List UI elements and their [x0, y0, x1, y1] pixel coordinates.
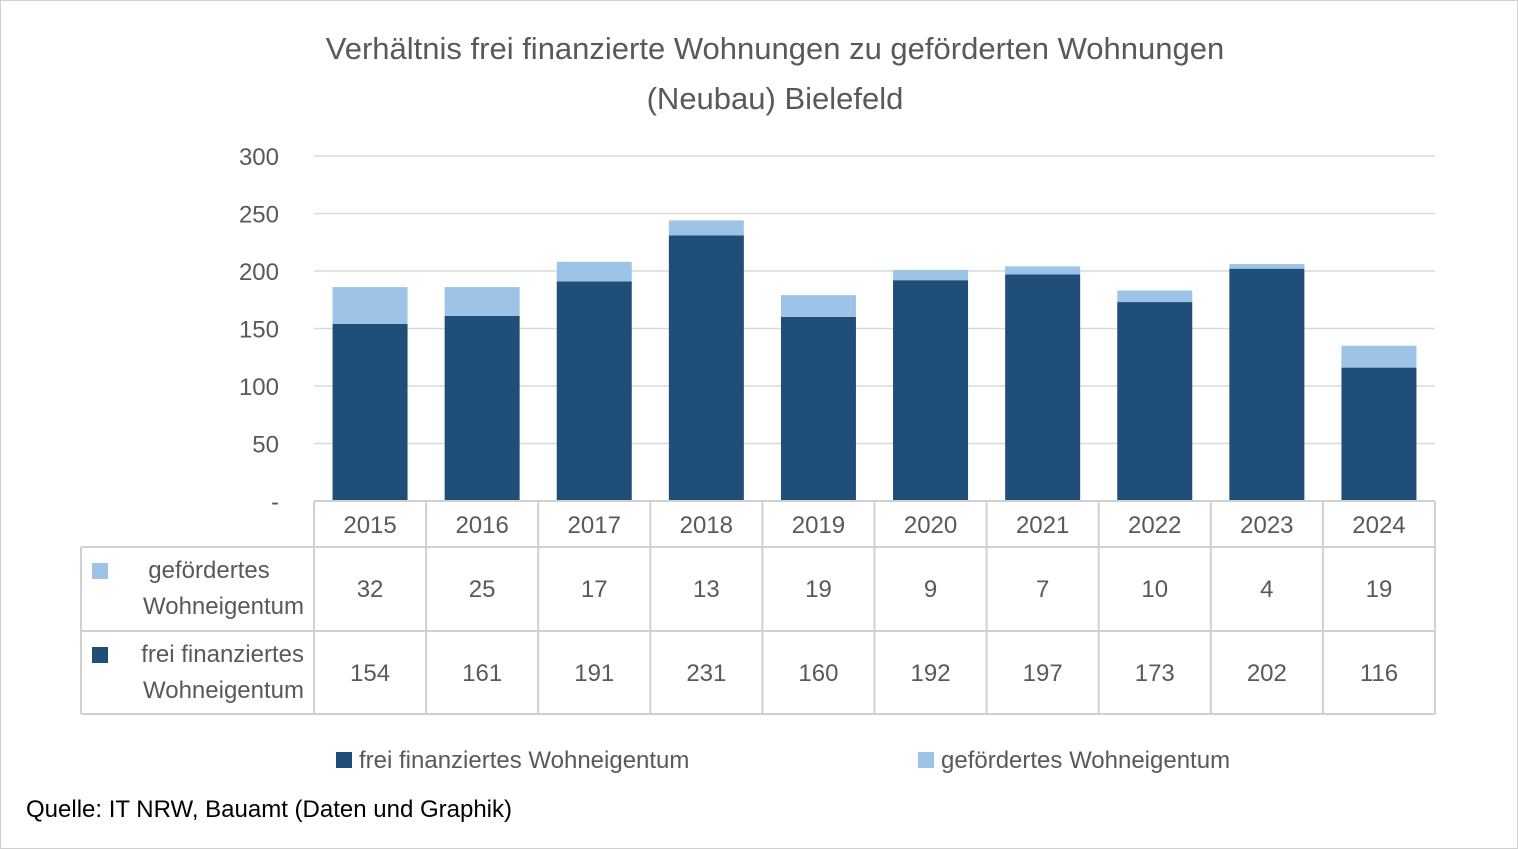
- legend-label: gefördertes Wohneigentum: [941, 747, 1230, 774]
- table-cell-value: 13: [693, 576, 720, 603]
- bar-gefoerdert-2021: [1005, 266, 1081, 275]
- bar-gefoerdert-2017: [556, 261, 632, 282]
- bar-gefoerdert-2016: [444, 287, 520, 316]
- table-cell-value: 32: [357, 576, 384, 603]
- table-cell-value: 25: [469, 576, 496, 603]
- y-tick-label: 250: [239, 202, 279, 229]
- table-cell-value: 7: [1036, 576, 1049, 603]
- source-note: Quelle: IT NRW, Bauamt (Daten und Graphi…: [26, 796, 512, 823]
- table-row-label: Wohneigentum: [143, 593, 304, 620]
- x-tick-label: 2021: [1016, 512, 1069, 539]
- bar-frei-finanziert-2015: [332, 323, 408, 501]
- table-cell-value: 9: [924, 576, 937, 603]
- y-tick-label: 150: [239, 317, 279, 344]
- bar-gefoerdert-2023: [1229, 264, 1305, 269]
- chart-title: (Neubau) Bielefeld: [647, 81, 904, 116]
- y-tick-label: -: [271, 489, 279, 516]
- table-cell-value: 161: [462, 660, 502, 687]
- table-cell-value: 173: [1135, 660, 1175, 687]
- bar-frei-finanziert-2019: [780, 317, 856, 501]
- y-tick-label: 100: [239, 374, 279, 401]
- bar-frei-finanziert-2018: [668, 235, 744, 501]
- table-cell-value: 191: [574, 660, 614, 687]
- x-tick-label: 2017: [568, 512, 621, 539]
- y-tick-label: 50: [252, 432, 279, 459]
- bar-frei-finanziert-2023: [1229, 268, 1305, 501]
- table-cell-value: 231: [686, 660, 726, 687]
- bar-gefoerdert-2020: [893, 269, 969, 281]
- legend-label: frei finanziertes Wohneigentum: [359, 747, 689, 774]
- bar-frei-finanziert-2016: [444, 315, 520, 501]
- table-cell-value: 19: [805, 576, 832, 603]
- x-tick-label: 2024: [1352, 512, 1405, 539]
- bar-frei-finanziert-2022: [1117, 302, 1193, 501]
- x-tick-label: 2023: [1240, 512, 1293, 539]
- table-cell-value: 17: [581, 576, 608, 603]
- y-tick-label: 200: [239, 259, 279, 286]
- table-cell-value: 192: [911, 660, 951, 687]
- bar-frei-finanziert-2020: [893, 280, 969, 501]
- bar-frei-finanziert-2024: [1341, 367, 1417, 501]
- table-cell-value: 116: [1360, 660, 1398, 687]
- table-row-label: Wohneigentum: [143, 677, 304, 704]
- table-cell-value: 10: [1141, 576, 1168, 603]
- bar-gefoerdert-2015: [332, 287, 408, 324]
- table-row-label: gefördertes: [148, 557, 269, 584]
- table-row-label: frei finanziertes: [141, 641, 304, 668]
- x-tick-label: 2022: [1128, 512, 1181, 539]
- x-tick-label: 2016: [455, 512, 508, 539]
- bar-gefoerdert-2018: [668, 220, 744, 236]
- table-cell-value: 160: [798, 660, 838, 687]
- bar-gefoerdert-2022: [1117, 290, 1193, 303]
- legend-key-frei: [336, 752, 352, 768]
- table-cell-value: 154: [350, 660, 390, 687]
- x-tick-label: 2020: [904, 512, 957, 539]
- chart-title: Verhältnis frei finanzierte Wohnungen zu…: [326, 31, 1224, 66]
- bar-gefoerdert-2024: [1341, 345, 1417, 368]
- table-cell-value: 202: [1247, 660, 1287, 687]
- table-cell-value: 197: [1023, 660, 1063, 687]
- x-tick-label: 2019: [792, 512, 845, 539]
- x-tick-label: 2018: [680, 512, 733, 539]
- bar-gefoerdert-2019: [780, 295, 856, 317]
- table-legend-key-frei: [92, 647, 108, 663]
- bar-frei-finanziert-2021: [1005, 274, 1081, 501]
- legend-key-gefoerdert: [918, 752, 934, 768]
- x-tick-label: 2015: [343, 512, 396, 539]
- y-tick-label: 300: [239, 144, 279, 171]
- bar-frei-finanziert-2017: [556, 281, 632, 501]
- table-cell-value: 19: [1366, 576, 1393, 603]
- table-cell-value: 4: [1260, 576, 1273, 603]
- table-legend-key-gefoerdert: [92, 563, 108, 579]
